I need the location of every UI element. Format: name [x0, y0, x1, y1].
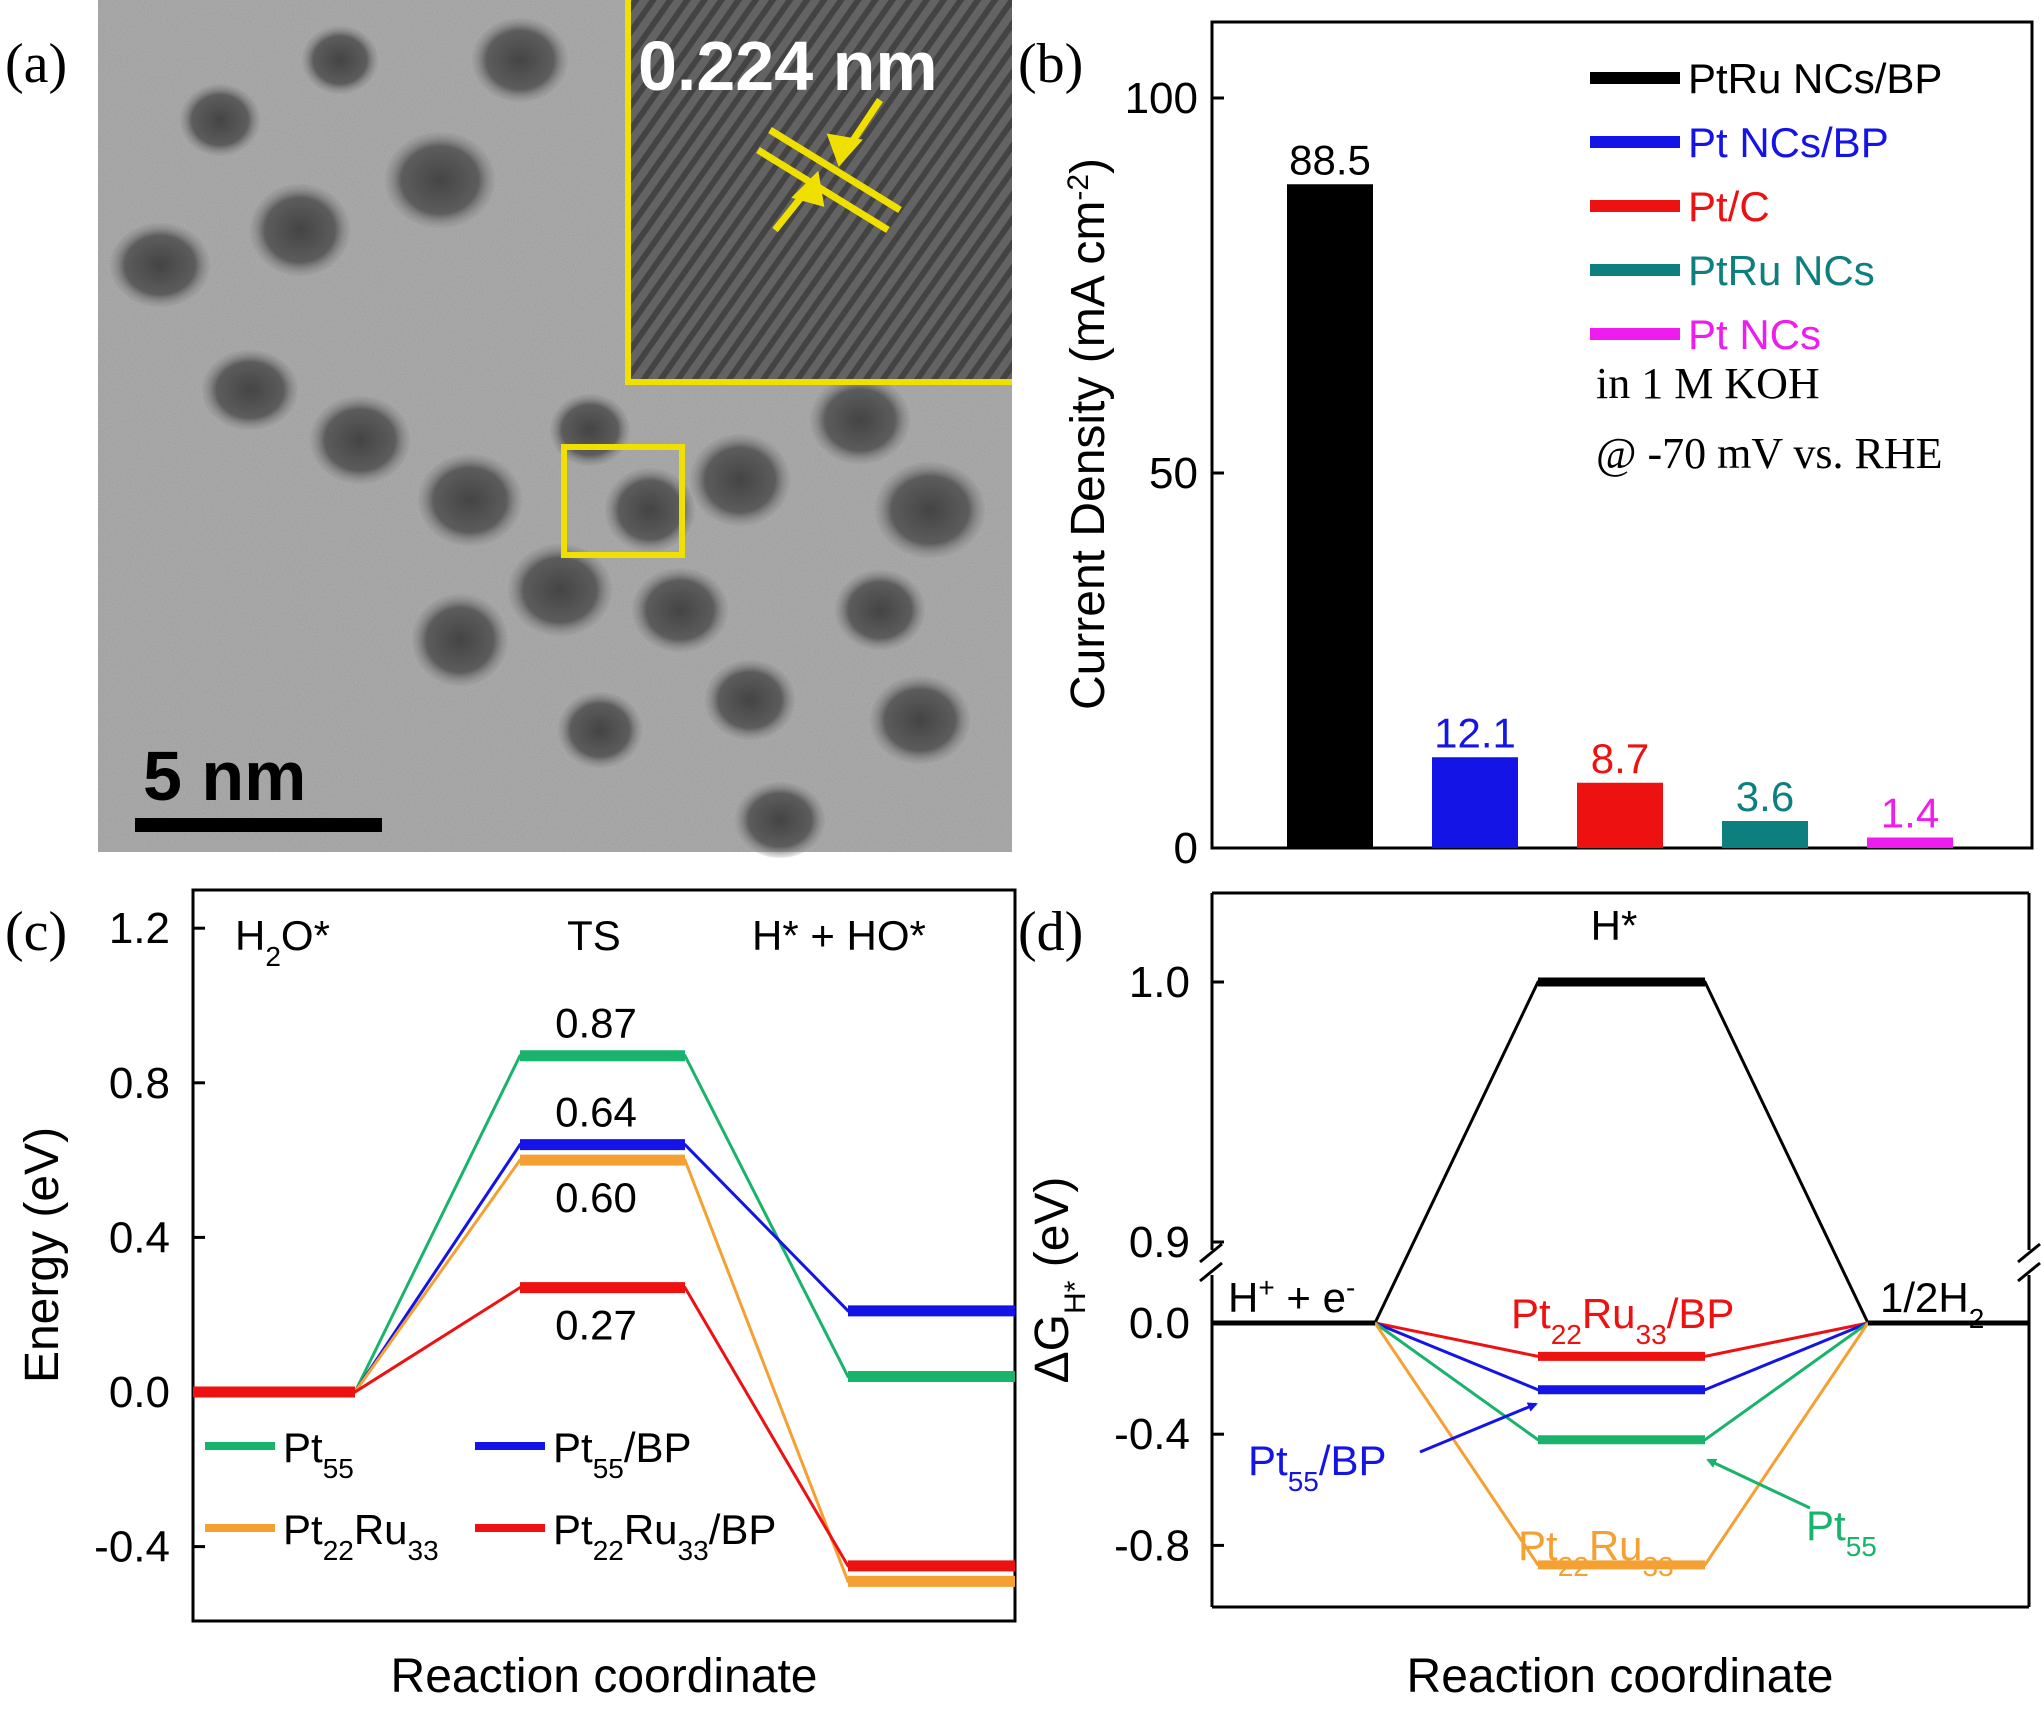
- bar-5: [1867, 837, 1953, 848]
- bar-value-label: 12.1: [1434, 709, 1516, 756]
- ts-value: 0.87: [555, 1000, 637, 1047]
- label-pt22ru33: Pt22Ru33: [1518, 1522, 1674, 1582]
- bar-value-label: 3.6: [1736, 773, 1794, 820]
- dG-profile-H*: [1373, 977, 1870, 1324]
- legend-label-c: Pt22Ru33: [283, 1506, 439, 1566]
- axis-break-marks: [1199, 1242, 2041, 1283]
- legend-label-b: PtRu NCs/BP: [1688, 55, 1942, 102]
- plot-frame-c: [191, 888, 1017, 1623]
- region-box: [561, 444, 685, 558]
- dG-profile-Pt55/BP: [1374, 1321, 1869, 1395]
- x-axis-label-d: Reaction coordinate: [1407, 1650, 1834, 1703]
- arrow-pt55: [1706, 1458, 1811, 1510]
- legend-label-b: PtRu NCs: [1688, 247, 1875, 294]
- lattice-spacing-label: 0.224 nm: [638, 27, 938, 105]
- panel-d: (d) -0.8 -0.4 0.0 0.9 1.0 ΔGH* (eV) Reaction…: [1018, 891, 2041, 1703]
- hrtem-inset: 0.224 nm: [625, 0, 1012, 385]
- label-pt22ru33-bp: Pt22Ru33/BP: [1511, 1290, 1734, 1350]
- profile-Pt22Ru33/BP: [193, 1282, 1015, 1572]
- state-right: 1/2H2: [1880, 1274, 1984, 1334]
- lattice-marker: [756, 98, 902, 233]
- y-tick-label-b: 100: [1125, 74, 1198, 123]
- y-tick-label-c: -0.4: [94, 1523, 170, 1572]
- state-h-ho: H* + HO*: [752, 912, 926, 959]
- y-axis-b: 0 50 100: [1125, 74, 1224, 873]
- state-h2o: H2O*: [235, 912, 330, 972]
- ts-value: 0.64: [555, 1089, 637, 1136]
- bar-value-label: 8.7: [1591, 735, 1649, 782]
- plot-frame-d: [1210, 891, 2031, 1609]
- legend-label-c: Pt55: [283, 1424, 354, 1484]
- y-axis-label-b: Current Density (mA cm-2): [1062, 158, 1116, 710]
- bars: 88.5 12.1 8.7 3.6 1.4: [1287, 136, 1953, 848]
- label-pt55-bp: Pt55/BP: [1248, 1437, 1387, 1497]
- dG-profile-line: [1373, 980, 1870, 1324]
- y-axis-label-c: Energy (eV): [16, 1127, 69, 1383]
- y-axis-c: -0.4 0.0 0.4 0.8 1.2: [94, 904, 205, 1572]
- condition-note-2: @ -70 mV vs. RHE: [1596, 429, 1943, 478]
- panel-c: (c) -0.4 0.0 0.4 0.8 1.2 Energy (eV) Reactio…: [5, 888, 1017, 1703]
- legend-label-c: Pt22Ru33/BP: [553, 1506, 776, 1566]
- ts-value: 0.27: [555, 1302, 637, 1349]
- legend-label-b: Pt NCs/BP: [1688, 119, 1889, 166]
- ts-value: 0.60: [555, 1174, 637, 1221]
- panel-label-d: (d): [1018, 901, 1083, 963]
- y-tick-label-c: 0.0: [109, 1368, 170, 1417]
- x-axis-label-c: Reaction coordinate: [391, 1650, 818, 1703]
- arrow-pt55-bp: [1419, 1402, 1538, 1454]
- nanoparticles: [110, 18, 985, 858]
- bar-2: [1432, 757, 1518, 848]
- scale-bar-label: 5 nm: [143, 737, 306, 815]
- dG-profile-Pt22Ru33: [1373, 1322, 1870, 1570]
- panel-b: (b) 0 50 100 Current Density (mA cm-2) 88.…: [1018, 20, 2034, 873]
- label-pt55: Pt55: [1806, 1502, 1877, 1562]
- legend-c: Pt55 Pt55/BP Pt22Ru33 Pt22Ru33/BP: [205, 1424, 776, 1566]
- y-axis-d: -0.8 -0.4 0.0 0.9 1.0: [1114, 958, 1224, 1570]
- bar-value-label: 88.5: [1289, 136, 1371, 183]
- y-tick-label-b: 0: [1174, 824, 1198, 873]
- y-tick-label-c: 0.4: [109, 1213, 170, 1262]
- y-tick-label-c: 1.2: [109, 904, 170, 953]
- bar-1: [1287, 184, 1373, 848]
- y-axis-label-d: ΔGH* (eV): [1026, 1177, 1092, 1384]
- energy-profiles: [193, 1050, 1015, 1587]
- y-tick-label-b: 50: [1149, 449, 1198, 498]
- condition-note-1: in 1 M KOH: [1596, 359, 1820, 408]
- free-energy-profiles: [1212, 977, 2029, 1570]
- panel-a: (a): [5, 0, 1012, 858]
- y-tick-label-d: -0.4: [1114, 1410, 1190, 1459]
- dG-profile-Pt22Ru33/BP: [1374, 1321, 1869, 1361]
- y-tick-label-d: 1.0: [1129, 958, 1190, 1007]
- tem-image: 0.224 nm 5 nm: [98, 0, 1012, 858]
- y-tick-label-d: 0.9: [1129, 1218, 1190, 1267]
- legend-label-b: Pt/C: [1688, 183, 1770, 230]
- state-ts: TS: [567, 912, 621, 959]
- panel-label-a: (a): [5, 33, 67, 95]
- dG-profile-Pt55: [1374, 1321, 1869, 1445]
- dG-profile-line: [1374, 1321, 1869, 1442]
- bar-value-label: 1.4: [1881, 790, 1939, 837]
- panel-label-c: (c): [5, 901, 67, 963]
- panel-label-b: (b): [1018, 33, 1083, 95]
- legend-label-c: Pt55/BP: [553, 1424, 692, 1484]
- state-left: H+ + e-: [1228, 1272, 1355, 1322]
- bar-4: [1722, 821, 1808, 848]
- y-tick-label-c: 0.8: [109, 1059, 170, 1108]
- legend-label-b: Pt NCs: [1688, 311, 1821, 358]
- state-top: H*: [1591, 902, 1638, 949]
- bar-3: [1577, 782, 1663, 848]
- legend-b: PtRu NCs/BP Pt NCs/BP Pt/C PtRu NCs Pt NCs: [1590, 55, 1942, 358]
- y-tick-label-d: 0.0: [1129, 1299, 1190, 1348]
- ts-value-labels: 0.87 0.64 0.60 0.27: [555, 1000, 637, 1349]
- scale-bar-line: [135, 818, 382, 832]
- inset-border: [625, 0, 1012, 385]
- y-tick-label-d: -0.8: [1114, 1521, 1190, 1570]
- scale-bar: 5 nm: [135, 737, 382, 832]
